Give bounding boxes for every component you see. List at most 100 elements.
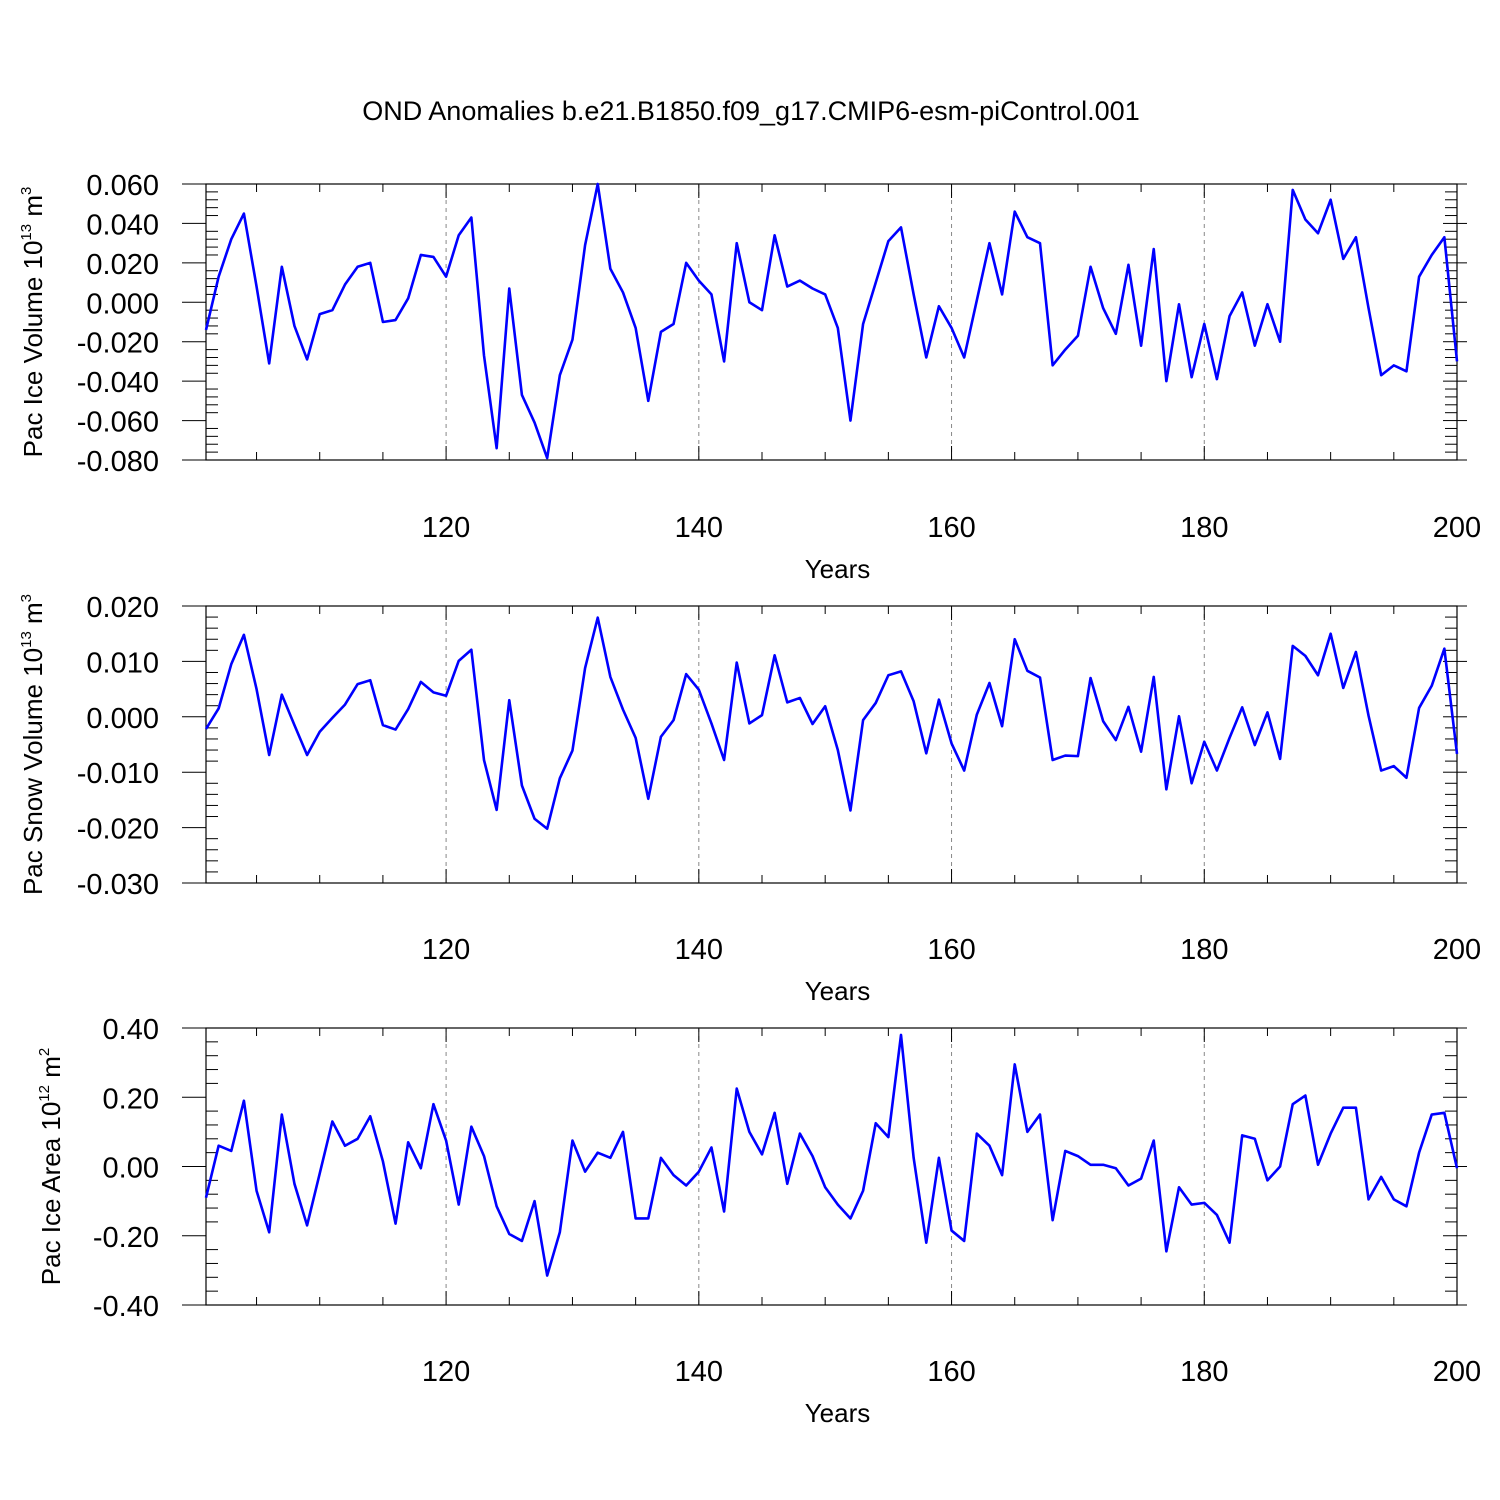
data-point [394, 728, 396, 730]
data-point [748, 722, 750, 724]
data-point [306, 754, 308, 756]
data-point [1254, 744, 1256, 746]
data-point [1039, 242, 1041, 244]
y-axis-label-superscript: 3 [18, 594, 35, 602]
data-point [875, 702, 877, 704]
x-tick-label: 120 [422, 1356, 470, 1388]
data-point [634, 327, 636, 329]
data-point [1443, 647, 1445, 649]
data-point [761, 714, 763, 716]
data-point [1115, 739, 1117, 741]
data-point [773, 1112, 775, 1114]
data-point [875, 281, 877, 283]
data-point [495, 1205, 497, 1207]
data-point [268, 754, 270, 756]
data-point [1279, 1165, 1281, 1167]
data-point [748, 301, 750, 303]
data-point [1431, 685, 1433, 687]
data-point [1216, 1214, 1218, 1216]
data-point [1393, 364, 1395, 366]
data-point [1115, 1167, 1117, 1169]
data-point [1026, 1131, 1028, 1133]
data-point [546, 457, 548, 459]
y-tick-label: 0.040 [86, 209, 159, 241]
data-point [634, 737, 636, 739]
data-point [1304, 1094, 1306, 1096]
data-point [597, 616, 599, 618]
data-point [1456, 753, 1458, 755]
data-point [470, 649, 472, 651]
data-point [912, 293, 914, 295]
data-point [344, 1145, 346, 1147]
data-point [698, 688, 700, 690]
data-point [1102, 307, 1104, 309]
data-point [837, 1203, 839, 1205]
data-point [1165, 1250, 1167, 1252]
data-point [243, 212, 245, 214]
data-point [786, 701, 788, 703]
y-axis-label-text: m [18, 195, 48, 224]
plot-frame [205, 183, 1458, 461]
data-series-line [204, 616, 1459, 831]
data-point [672, 719, 674, 721]
data-point [672, 1174, 674, 1176]
data-point [331, 309, 333, 311]
y-axis-label-superscript: 12 [36, 1085, 53, 1102]
data-point [281, 693, 283, 695]
data-point [1064, 348, 1066, 350]
y-axis-label: Pac Snow Volume 1013 m3 [18, 594, 48, 895]
data-point [875, 1122, 877, 1124]
data-point [963, 769, 965, 771]
data-point [597, 183, 599, 185]
y-axis-label: Pac Ice Area 1012 m2 [36, 1048, 66, 1285]
data-point [988, 1145, 990, 1147]
data-point [281, 1113, 283, 1115]
data-point [255, 285, 257, 287]
data-point [1431, 254, 1433, 256]
data-point [571, 1139, 573, 1141]
data-point [1089, 1164, 1091, 1166]
data-point [382, 724, 384, 726]
data-point [849, 1217, 851, 1219]
data-point [1266, 1179, 1268, 1181]
data-point [837, 327, 839, 329]
data-point [1064, 754, 1066, 756]
y-axis-label-superscript: 2 [36, 1048, 53, 1056]
data-point [407, 708, 409, 710]
data-point [445, 275, 447, 277]
y-axis-label-text: Pac Ice Volume 10 [18, 241, 48, 458]
y-tick-label: 0.010 [86, 647, 159, 679]
data-point [1367, 1198, 1369, 1200]
data-point [1405, 1205, 1407, 1207]
data-point [268, 362, 270, 364]
data-point [356, 1138, 358, 1140]
data-point [976, 713, 978, 715]
data-point [331, 717, 333, 719]
data-point [369, 262, 371, 264]
data-point [862, 719, 864, 721]
data-point [900, 1034, 902, 1036]
data-point [672, 323, 674, 325]
data-point [1178, 303, 1180, 305]
x-tick-label: 160 [927, 512, 975, 544]
data-point [1203, 323, 1205, 325]
y-tick-label: -0.010 [77, 758, 159, 790]
data-point [1051, 364, 1053, 366]
data-point [205, 329, 207, 331]
data-point [1355, 651, 1357, 653]
data-point [761, 1153, 763, 1155]
data-point [382, 1160, 384, 1162]
data-point [1190, 1203, 1192, 1205]
y-tick-label: 0.020 [86, 592, 159, 624]
data-point [1279, 758, 1281, 760]
data-point [660, 1157, 662, 1159]
data-point [217, 707, 219, 709]
data-point [571, 749, 573, 751]
data-point [281, 266, 283, 268]
data-point [824, 293, 826, 295]
data-point [622, 1131, 624, 1133]
data-point [723, 360, 725, 362]
data-point [1064, 1150, 1066, 1152]
x-tick-label: 120 [422, 512, 470, 544]
data-point [1418, 707, 1420, 709]
